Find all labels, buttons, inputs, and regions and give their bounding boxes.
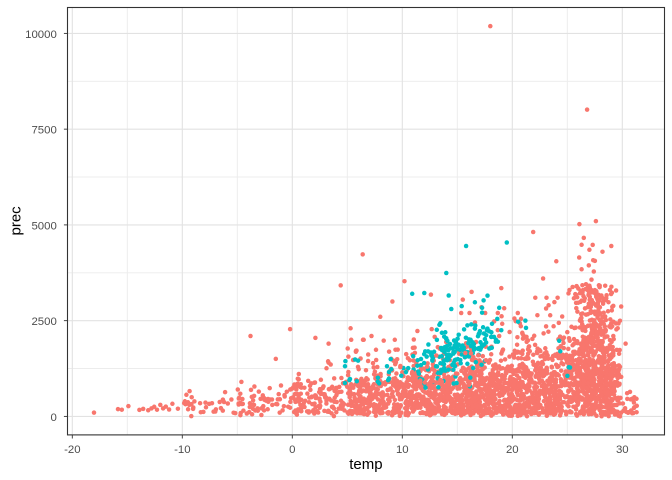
svg-text:10: 10: [396, 444, 409, 456]
svg-text:5000: 5000: [31, 220, 56, 232]
svg-text:2500: 2500: [31, 316, 56, 328]
svg-text:20: 20: [506, 444, 519, 456]
svg-text:7500: 7500: [31, 125, 56, 137]
svg-text:0: 0: [289, 444, 295, 456]
svg-text:30: 30: [616, 444, 629, 456]
svg-text:10000: 10000: [25, 29, 57, 41]
svg-text:prec: prec: [7, 206, 24, 236]
svg-text:0: 0: [50, 412, 56, 424]
svg-text:temp: temp: [349, 456, 382, 473]
svg-text:-10: -10: [174, 444, 190, 456]
svg-text:-20: -20: [64, 444, 80, 456]
